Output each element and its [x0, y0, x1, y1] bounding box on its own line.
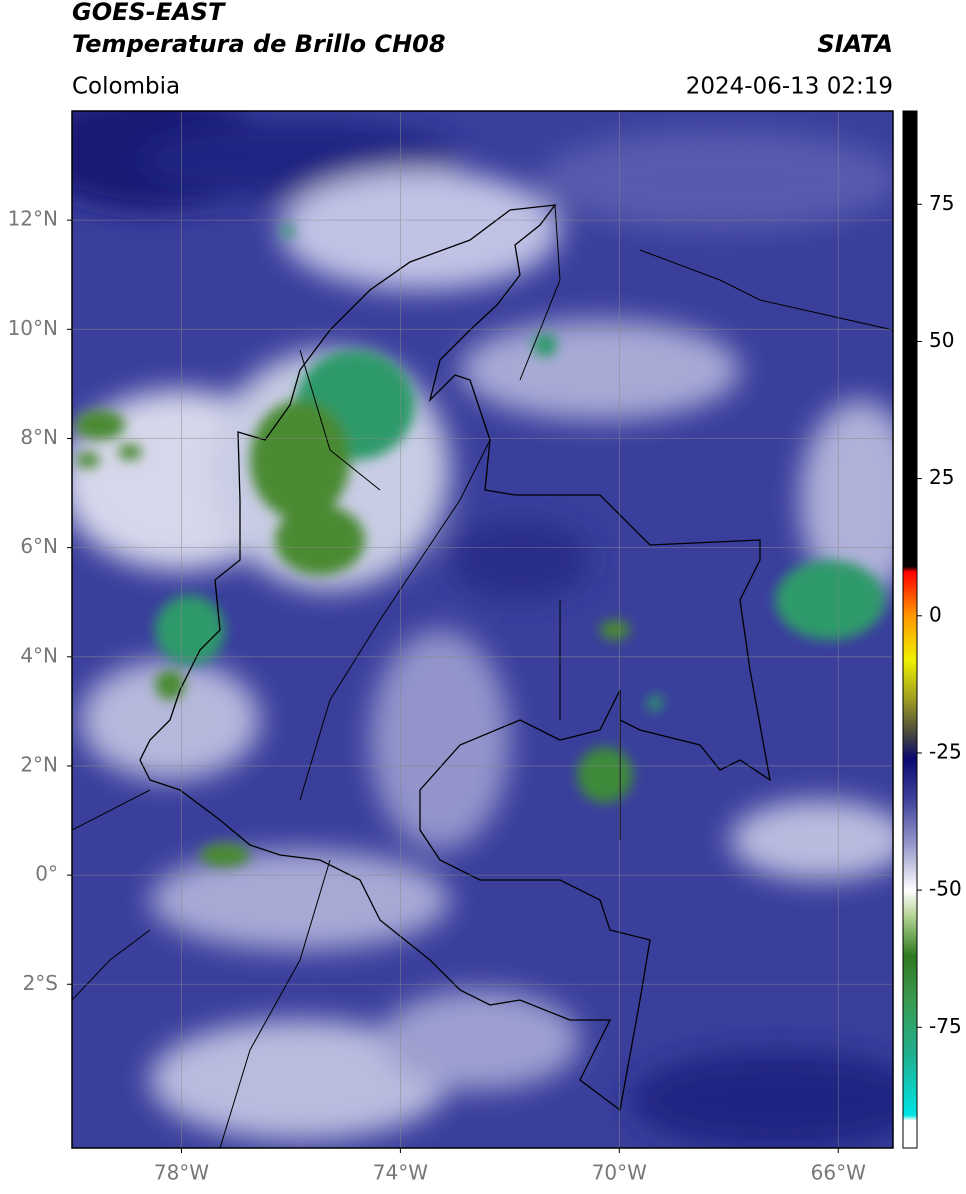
source-label: SIATA	[817, 30, 893, 58]
datetime-label: 2024-06-13 02:19	[686, 74, 893, 100]
map-axes: 78°W 74°W 70°W 66°W 2°S 0° 2°N 4°N 6°N 8°N 10°N 12°…	[8, 207, 867, 1185]
colorbar: -75 -50 -25 0 25 50 75	[902, 110, 962, 1149]
product-title: Temperatura de Brillo CH08	[72, 30, 446, 58]
y-tick-label: 6°N	[20, 534, 58, 558]
x-tick-label: 70°W	[592, 1161, 647, 1185]
colorbar-tick-label: -25	[929, 739, 962, 763]
colorbar-tick-label: 75	[929, 191, 954, 215]
y-tick-label: 2°N	[20, 752, 58, 776]
colorbar-tick-label: 50	[929, 328, 954, 352]
y-tick-label: 12°N	[8, 207, 58, 231]
y-tick-label: 8°N	[20, 425, 58, 449]
colorbar-tick-label: 25	[929, 465, 954, 489]
map-frame	[71, 110, 894, 1149]
y-tick-label: 4°N	[20, 643, 58, 667]
region-label: Colombia	[72, 74, 180, 100]
y-tick-label: 2°S	[23, 971, 58, 995]
colorbar-tick-label: 0	[929, 602, 942, 626]
x-tick-label: 78°W	[154, 1161, 209, 1185]
satellite-title: GOES-EAST	[72, 0, 226, 26]
colorbar-tick-label: -50	[929, 877, 962, 901]
colorbar-fill	[902, 110, 918, 1149]
y-tick-label: 10°N	[8, 316, 58, 340]
y-tick-label: 0°	[35, 862, 58, 886]
x-tick-label: 74°W	[373, 1161, 428, 1185]
country-border	[139, 204, 771, 1112]
colorbar-tick-label: -75	[929, 1014, 962, 1038]
satellite-image	[72, 111, 893, 1148]
x-tick-label: 66°W	[811, 1161, 866, 1185]
graticule	[72, 111, 893, 1148]
